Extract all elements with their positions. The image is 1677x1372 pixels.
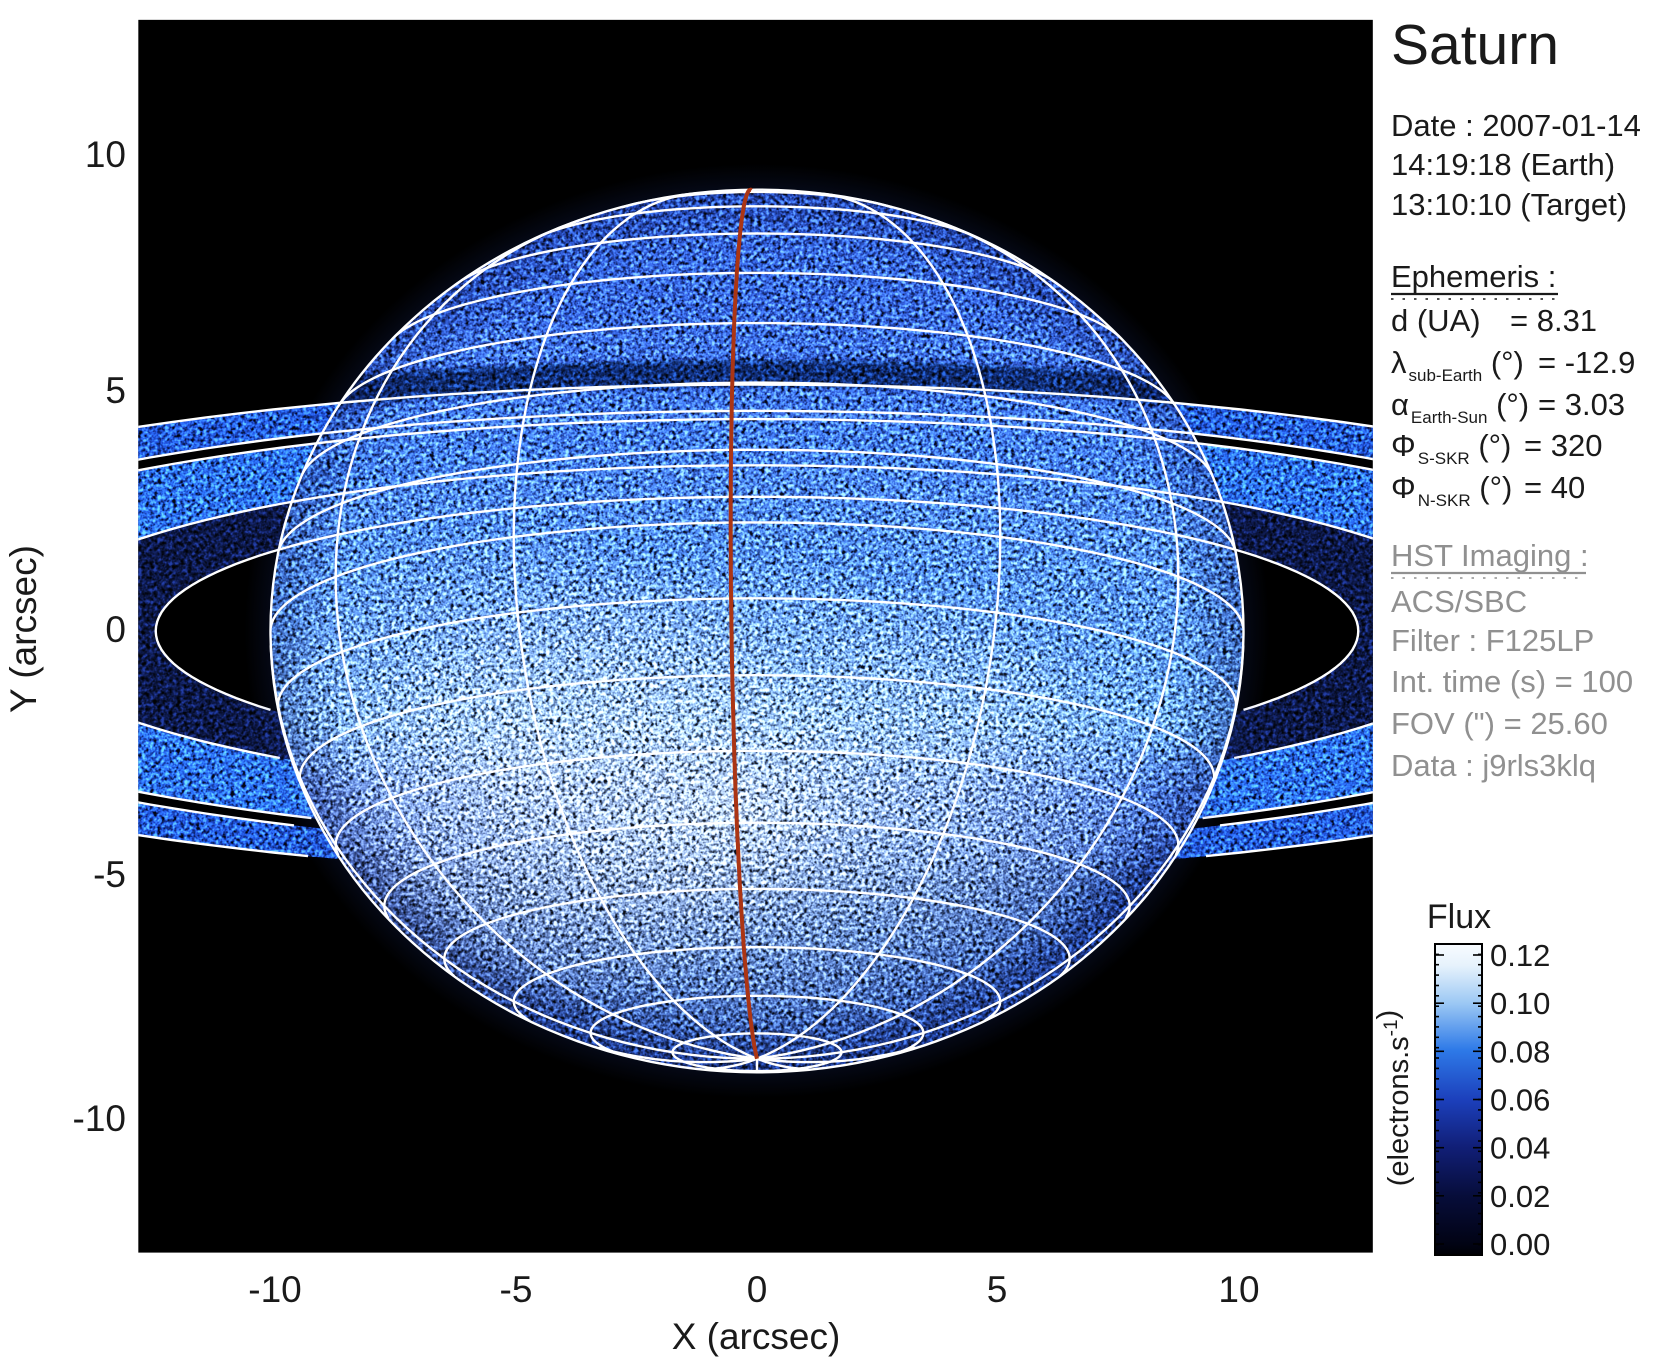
svg-text:0.06: 0.06 bbox=[1490, 1083, 1550, 1118]
svg-text:= 320: = 320 bbox=[1524, 428, 1602, 463]
svg-text:-10: -10 bbox=[248, 1269, 301, 1310]
svg-text:0: 0 bbox=[105, 609, 126, 650]
svg-text:ΦS-SKR (°): Φ S-SKR (°) bbox=[1391, 428, 1511, 468]
svg-text:= 3.03: = 3.03 bbox=[1538, 387, 1625, 422]
svg-text:-10: -10 bbox=[73, 1098, 126, 1139]
svg-text:0.02: 0.02 bbox=[1490, 1179, 1550, 1214]
svg-text:0.10: 0.10 bbox=[1490, 986, 1550, 1021]
svg-text:13:10:10 (Target): 13:10:10 (Target) bbox=[1391, 187, 1627, 222]
svg-text:-5: -5 bbox=[500, 1269, 533, 1310]
svg-text:= -12.9: = -12.9 bbox=[1538, 345, 1635, 380]
svg-text:X (arcsec): X (arcsec) bbox=[672, 1316, 841, 1357]
svg-text:d (UA): d (UA) bbox=[1391, 303, 1481, 338]
svg-text:Filter : F125LP: Filter : F125LP bbox=[1391, 623, 1594, 658]
svg-text:Data : j9rls3klq: Data : j9rls3klq bbox=[1391, 748, 1596, 783]
svg-text:5: 5 bbox=[105, 370, 126, 411]
svg-text:14:19:18 (Earth): 14:19:18 (Earth) bbox=[1391, 147, 1615, 182]
svg-text:Int. time (s) = 100: Int. time (s) = 100 bbox=[1391, 664, 1633, 699]
svg-text:Saturn: Saturn bbox=[1391, 13, 1559, 77]
svg-text:0.12: 0.12 bbox=[1490, 938, 1550, 973]
svg-text:= 8.31: = 8.31 bbox=[1510, 303, 1597, 338]
svg-text:HST Imaging :: HST Imaging : bbox=[1391, 538, 1589, 573]
svg-text:0.04: 0.04 bbox=[1490, 1131, 1550, 1166]
svg-text:Date : 2007-01-14: Date : 2007-01-14 bbox=[1391, 108, 1641, 143]
svg-text:0.00: 0.00 bbox=[1490, 1227, 1550, 1262]
svg-text:0.08: 0.08 bbox=[1490, 1034, 1550, 1069]
svg-text:Ephemeris :: Ephemeris : bbox=[1391, 259, 1556, 294]
svg-text:10: 10 bbox=[85, 134, 126, 175]
svg-text:0: 0 bbox=[747, 1269, 768, 1310]
svg-text:ACS/SBC: ACS/SBC bbox=[1391, 584, 1527, 619]
svg-text:5: 5 bbox=[987, 1269, 1008, 1310]
svg-text:Y (arcsec): Y (arcsec) bbox=[3, 545, 44, 713]
svg-text:Flux: Flux bbox=[1427, 898, 1491, 936]
svg-text:= 40: = 40 bbox=[1524, 470, 1585, 505]
svg-text:10: 10 bbox=[1218, 1269, 1259, 1310]
svg-text:FOV (") = 25.60: FOV (") = 25.60 bbox=[1391, 706, 1608, 741]
svg-text:-5: -5 bbox=[93, 854, 126, 895]
